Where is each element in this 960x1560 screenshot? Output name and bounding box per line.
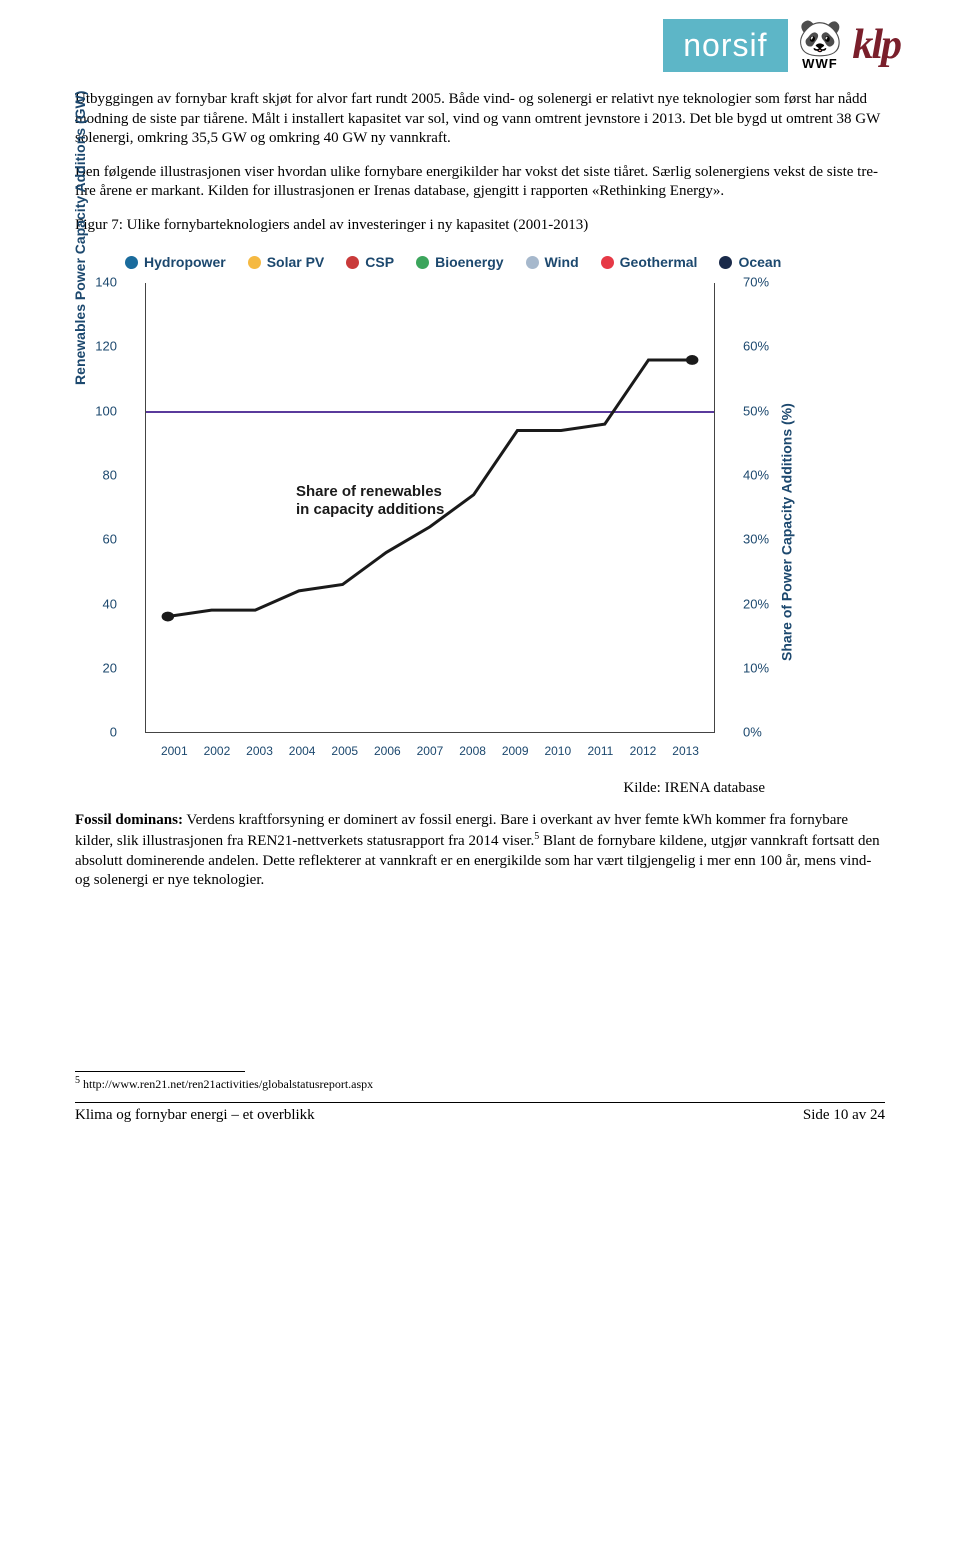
legend-label: Bioenergy bbox=[435, 253, 503, 271]
y-tick-right: 40% bbox=[743, 468, 769, 485]
footnote-text: http://www.ren21.net/ren21activities/glo… bbox=[80, 1077, 373, 1091]
x-tick-label: 2013 bbox=[664, 744, 707, 760]
logo-wwf: 🐼 WWF bbox=[798, 20, 843, 71]
header-logos: norsif 🐼 WWF klp bbox=[0, 0, 960, 90]
x-tick-label: 2009 bbox=[494, 744, 537, 760]
y-tick-right: 0% bbox=[743, 725, 762, 742]
legend-item: Hydropower bbox=[125, 253, 226, 271]
y-tick-right: 10% bbox=[743, 660, 769, 677]
footer-right: Side 10 av 24 bbox=[803, 1107, 885, 1124]
x-tick-label: 2003 bbox=[238, 744, 281, 760]
y-tick-left: 140 bbox=[95, 275, 117, 292]
y-axis-left-label: Renewables Power Capacity Additions (GW) bbox=[71, 91, 89, 385]
wwf-text: WWF bbox=[802, 56, 837, 71]
legend-item: CSP bbox=[346, 253, 394, 271]
legend-dot-icon bbox=[125, 256, 138, 269]
y-tick-right: 30% bbox=[743, 532, 769, 549]
x-tick-label: 2005 bbox=[323, 744, 366, 760]
x-tick-label: 2007 bbox=[409, 744, 452, 760]
x-tick-label: 2004 bbox=[281, 744, 324, 760]
legend-item: Geothermal bbox=[601, 253, 698, 271]
x-tick-label: 2006 bbox=[366, 744, 409, 760]
x-tick-label: 2002 bbox=[196, 744, 239, 760]
x-tick-label: 2001 bbox=[153, 744, 196, 760]
y-tick-left: 100 bbox=[95, 403, 117, 420]
legend-label: Geothermal bbox=[620, 253, 698, 271]
chart-figure-7: Hydropower Solar PV CSP Bioenergy Wind Geothe… bbox=[75, 243, 795, 773]
y-tick-left: 120 bbox=[95, 339, 117, 356]
y-tick-left: 80 bbox=[103, 468, 117, 485]
legend-dot-icon bbox=[416, 256, 429, 269]
page-footer: Klima og fornybar energi – et overblikk … bbox=[0, 1103, 960, 1144]
legend-item: Wind bbox=[526, 253, 579, 271]
logo-norsif: norsif bbox=[663, 19, 787, 72]
paragraph-1: Utbyggingen av fornybar kraft skjøt for … bbox=[75, 90, 885, 149]
legend-dot-icon bbox=[346, 256, 359, 269]
x-tick-label: 2011 bbox=[579, 744, 622, 760]
legend-dot-icon bbox=[526, 256, 539, 269]
x-tick-label: 2012 bbox=[622, 744, 665, 760]
legend-label: Wind bbox=[545, 253, 579, 271]
paragraph-2: Den følgende illustrasjonen viser hvorda… bbox=[75, 163, 885, 202]
y-tick-right: 50% bbox=[743, 403, 769, 420]
legend-dot-icon bbox=[248, 256, 261, 269]
footnote-5: 5 http://www.ren21.net/ren21activities/g… bbox=[75, 1074, 885, 1093]
y-axis-right-ticks: 0%10%20%30%40%50%60%70% bbox=[735, 283, 745, 733]
legend-label: Hydropower bbox=[144, 253, 226, 271]
y-axis-right-label: Share of Power Capacity Additions (%) bbox=[778, 403, 796, 661]
legend-label: Solar PV bbox=[267, 253, 325, 271]
y-tick-right: 60% bbox=[743, 339, 769, 356]
chart-plot-area: Share of renewablesin capacity additions bbox=[145, 283, 715, 733]
x-tick-label: 2010 bbox=[536, 744, 579, 760]
footnote-separator bbox=[75, 1071, 245, 1072]
legend-label: CSP bbox=[365, 253, 394, 271]
y-axis-left-ticks: 020406080100120140 bbox=[115, 283, 125, 733]
panda-icon: 🐼 bbox=[798, 20, 843, 56]
legend-label: Ocean bbox=[738, 253, 781, 271]
figure-title: Figur 7: Ulike fornybarteknologiers ande… bbox=[75, 216, 885, 236]
legend-dot-icon bbox=[719, 256, 732, 269]
footer-left: Klima og fornybar energi – et overblikk bbox=[75, 1107, 315, 1124]
y-tick-left: 60 bbox=[103, 532, 117, 549]
y-tick-left: 40 bbox=[103, 596, 117, 613]
chart-body: Renewables Power Capacity Additions (GW)… bbox=[125, 283, 735, 763]
p3-bold: Fossil dominans: bbox=[75, 812, 183, 828]
y-tick-left: 0 bbox=[110, 725, 117, 742]
document-content: Utbyggingen av fornybar kraft skjøt for … bbox=[0, 90, 960, 1092]
legend-dot-icon bbox=[601, 256, 614, 269]
x-tick-label: 2008 bbox=[451, 744, 494, 760]
logo-klp: klp bbox=[852, 21, 900, 69]
y-tick-right: 70% bbox=[743, 275, 769, 292]
chart-x-labels: 2001200220032004200520062007200820092010… bbox=[145, 744, 715, 760]
legend-item: Solar PV bbox=[248, 253, 325, 271]
chart-source: Kilde: IRENA database bbox=[75, 779, 765, 799]
legend-item: Ocean bbox=[719, 253, 781, 271]
chart-annotation: Share of renewablesin capacity additions bbox=[296, 483, 444, 519]
paragraph-3: Fossil dominans: Verdens kraftforsyning … bbox=[75, 811, 885, 891]
chart-legend: Hydropower Solar PV CSP Bioenergy Wind Geothe… bbox=[75, 253, 795, 283]
legend-item: Bioenergy bbox=[416, 253, 503, 271]
y-tick-left: 20 bbox=[103, 660, 117, 677]
y-tick-right: 20% bbox=[743, 596, 769, 613]
